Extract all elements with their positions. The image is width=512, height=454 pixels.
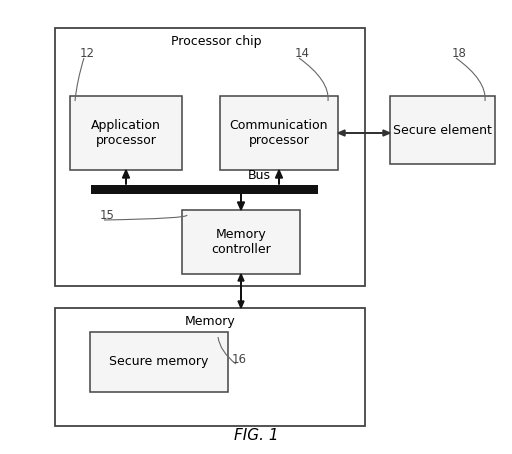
FancyArrow shape bbox=[364, 130, 390, 136]
Bar bbox=[91, 184, 318, 193]
Text: 18: 18 bbox=[452, 47, 467, 60]
Bar bbox=[70, 96, 182, 170]
Text: Memory
controller: Memory controller bbox=[211, 228, 271, 256]
Text: Secure element: Secure element bbox=[393, 123, 492, 137]
Text: FIG. 1: FIG. 1 bbox=[233, 428, 279, 443]
Bar bbox=[55, 308, 365, 426]
Text: Memory: Memory bbox=[185, 316, 236, 329]
Text: Processor chip: Processor chip bbox=[171, 35, 262, 49]
FancyArrow shape bbox=[238, 274, 244, 291]
FancyArrow shape bbox=[275, 170, 283, 184]
Bar bbox=[220, 96, 338, 170]
Text: Communication
processor: Communication processor bbox=[230, 119, 328, 147]
Text: 14: 14 bbox=[295, 47, 310, 60]
Text: 15: 15 bbox=[100, 209, 115, 222]
FancyArrow shape bbox=[238, 291, 244, 308]
Bar bbox=[55, 28, 365, 286]
Text: Secure memory: Secure memory bbox=[110, 355, 209, 369]
Text: Bus: Bus bbox=[248, 169, 271, 182]
FancyArrow shape bbox=[238, 193, 245, 210]
Text: 16: 16 bbox=[232, 353, 247, 366]
Bar bbox=[390, 96, 495, 164]
Bar bbox=[90, 332, 228, 392]
Bar bbox=[182, 210, 300, 274]
FancyArrow shape bbox=[338, 130, 364, 136]
Text: Application
processor: Application processor bbox=[91, 119, 161, 147]
FancyArrow shape bbox=[122, 170, 130, 184]
Text: 12: 12 bbox=[80, 47, 95, 60]
